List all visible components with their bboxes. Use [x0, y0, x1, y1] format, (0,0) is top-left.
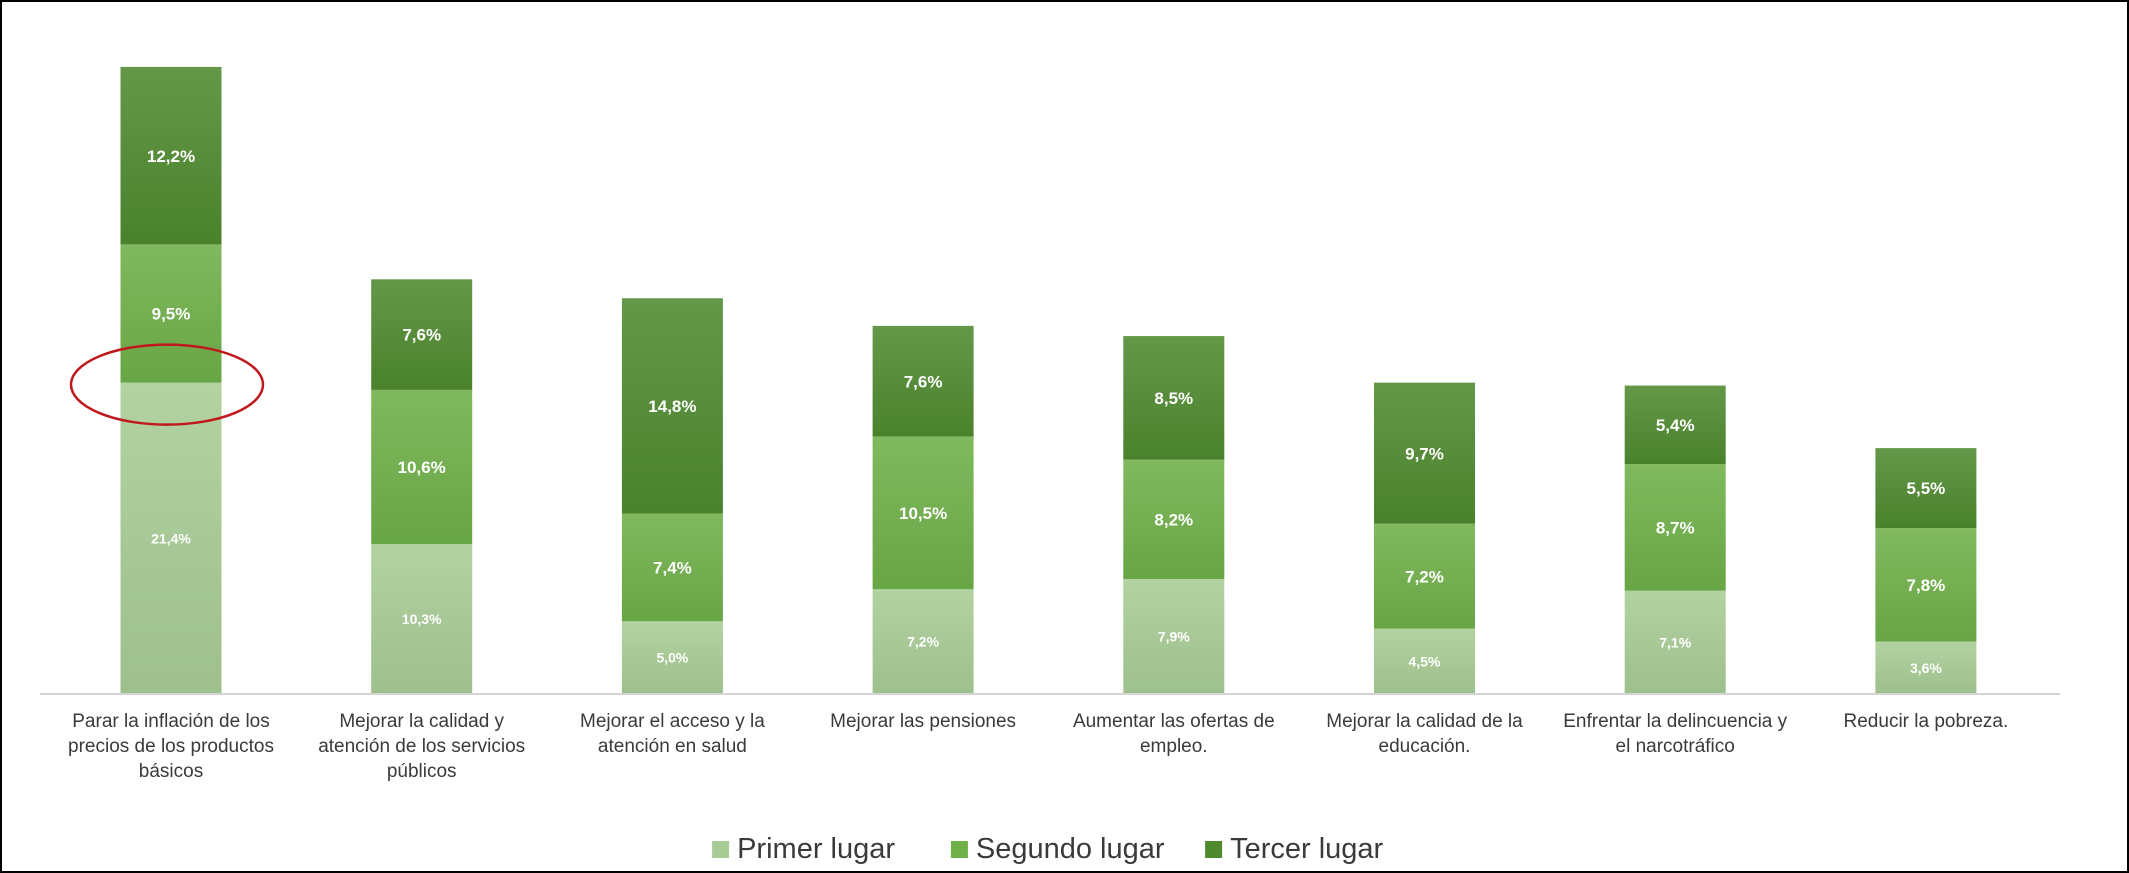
data-label: 7,1%	[1659, 634, 1691, 650]
bar-segment-segundo-lugar-2	[621, 513, 723, 622]
legend-label: Segundo lugar	[976, 833, 1165, 865]
bar-segment-segundo-lugar-1	[371, 389, 473, 545]
data-label: 9,5%	[152, 305, 191, 324]
annotation-group	[69, 343, 265, 426]
bar-segment-segundo-lugar-0	[120, 244, 222, 383]
data-label: 8,7%	[1656, 519, 1695, 538]
data-label: 7,8%	[1907, 576, 1946, 595]
legend-swatch	[1205, 841, 1223, 858]
bar-segment-primer-lugar-3	[872, 589, 974, 694]
bar-segment-primer-lugar-4	[1123, 579, 1225, 694]
legend-swatch	[712, 841, 730, 858]
data-label: 5,0%	[656, 650, 688, 666]
data-label: 12,2%	[147, 147, 195, 166]
bar-segment-tercer-lugar-1	[371, 279, 473, 390]
bar-segment-primer-lugar-1	[371, 544, 473, 694]
data-label: 7,2%	[907, 634, 939, 650]
data-label: 7,9%	[1158, 629, 1190, 645]
data-label: 7,2%	[1405, 567, 1444, 586]
data-label: 9,7%	[1405, 444, 1444, 463]
category-label-0: Parar la inflación de los precios de los …	[68, 711, 274, 782]
category-label-4: Aumentar las ofertas de empleo.	[1073, 711, 1275, 757]
bar-segment-primer-lugar-5	[1374, 628, 1475, 694]
bar-segment-tercer-lugar-6	[1624, 385, 1726, 465]
category-label-2: Mejorar el acceso y la atención en salud	[580, 711, 765, 757]
bar-segment-tercer-lugar-0	[120, 66, 222, 245]
data-label: 7,6%	[904, 372, 943, 391]
legend-swatch	[950, 841, 968, 858]
data-label: 8,2%	[1154, 511, 1193, 530]
bar-segment-tercer-lugar-7	[1875, 448, 1977, 529]
data-label: 4,5%	[1409, 653, 1441, 669]
bar-segment-primer-lugar-2	[621, 621, 723, 694]
data-label: 7,4%	[653, 559, 692, 578]
bar-segment-segundo-lugar-3	[872, 436, 974, 590]
legend-label: Tercer lugar	[1230, 833, 1383, 865]
data-label: 10,6%	[398, 458, 446, 477]
highlight-ellipse	[69, 343, 265, 426]
category-label-7: Reducir la pobreza.	[1844, 711, 2009, 732]
data-label: 10,5%	[899, 504, 947, 523]
category-label-6: Enfrentar la delincuencia y el narcotráfi…	[1563, 711, 1787, 757]
data-label: 5,4%	[1656, 416, 1695, 435]
data-label: 8,5%	[1154, 389, 1193, 408]
bar-segment-segundo-lugar-6	[1624, 464, 1726, 591]
bar-segment-primer-lugar-7	[1875, 641, 1977, 694]
bar-segment-primer-lugar-6	[1624, 590, 1726, 694]
bars-group: 21,4% 9,5% 12,2% 10,3% 10,6% 7,6% 5,0% 7,4% 14,8…	[120, 66, 1977, 694]
bar-segment-tercer-lugar-4	[1123, 336, 1225, 460]
data-label: 21,4%	[151, 530, 191, 546]
bar-segment-segundo-lugar-4	[1123, 459, 1225, 580]
category-label-5: Mejorar la calidad de la educación.	[1326, 711, 1523, 757]
bar-segment-tercer-lugar-2	[621, 298, 723, 514]
legend-label: Primer lugar	[737, 833, 895, 865]
bar-segment-primer-lugar-0	[120, 382, 222, 694]
data-label: 5,5%	[1907, 479, 1946, 498]
category-labels: Parar la inflación de los precios de los …	[68, 711, 2008, 782]
legend-item-2: Tercer lugar	[1205, 833, 1384, 865]
category-label-3: Mejorar las pensiones	[830, 711, 1016, 732]
legend: Primer lugar Segundo lugar Tercer lugar	[712, 833, 1384, 865]
legend-item-0: Primer lugar	[712, 833, 895, 865]
data-label: 3,6%	[1910, 660, 1942, 676]
bar-segment-tercer-lugar-3	[872, 325, 974, 437]
category-label-1: Mejorar la calidad y atención de los serv…	[318, 711, 525, 782]
legend-item-1: Segundo lugar	[950, 833, 1165, 865]
bar-segment-tercer-lugar-5	[1374, 382, 1475, 524]
data-label: 10,3%	[402, 611, 442, 627]
data-label: 7,6%	[402, 326, 441, 345]
bar-segment-segundo-lugar-5	[1374, 523, 1475, 629]
bar-segment-segundo-lugar-7	[1875, 528, 1977, 642]
data-label: 14,8%	[648, 397, 696, 416]
